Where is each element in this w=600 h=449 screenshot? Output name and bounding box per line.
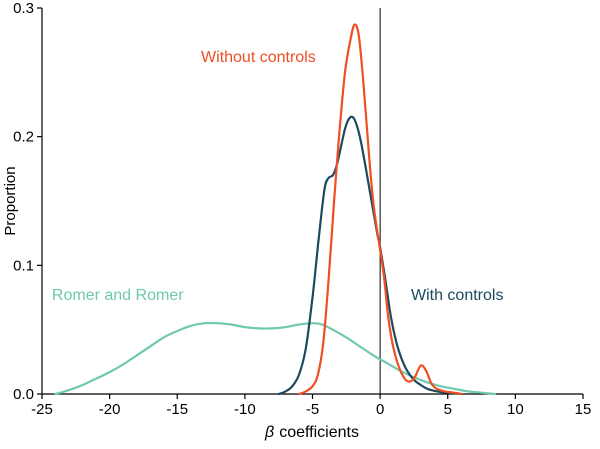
y-tick-label: 0.1 <box>13 257 34 274</box>
x-axis-title-text: coefficients <box>279 424 359 441</box>
x-axis-title: β coefficients <box>264 424 359 441</box>
y-tick-label: 0.0 <box>13 386 34 403</box>
x-tick-label: -25 <box>31 401 53 418</box>
series-group <box>54 23 497 396</box>
x-tick-label: -15 <box>166 401 188 418</box>
x-tick-label: -20 <box>99 401 121 418</box>
y-tick-label: 0.2 <box>13 129 34 146</box>
beta-symbol-label: β <box>264 424 274 441</box>
x-tick-label: 5 <box>444 401 452 418</box>
series-line-without-controls <box>297 23 463 396</box>
annotation-without-controls-label: Without controls <box>201 49 316 66</box>
x-tick-label: 10 <box>507 401 524 418</box>
series-line-with-controls <box>277 115 463 396</box>
x-tick-label: -10 <box>234 401 256 418</box>
annotations-group: Without controls Romer and Romer With cont… <box>52 49 504 304</box>
axes-group: -25 -20 -15 -10 -5 0 5 10 15 0.0 0.1 0.2 0.3 <box>13 0 591 418</box>
annotation-with-controls-label: With controls <box>411 287 503 304</box>
x-tick-label: -5 <box>306 401 319 418</box>
y-axis-title: Proportion <box>2 166 19 235</box>
y-tick-label: 0.3 <box>13 0 34 17</box>
annotation-romer-and-romer-label: Romer and Romer <box>52 287 184 304</box>
x-tick-label: 15 <box>575 401 592 418</box>
x-tick-label: 0 <box>376 401 384 418</box>
series-line-romer-and-romer <box>54 321 497 396</box>
